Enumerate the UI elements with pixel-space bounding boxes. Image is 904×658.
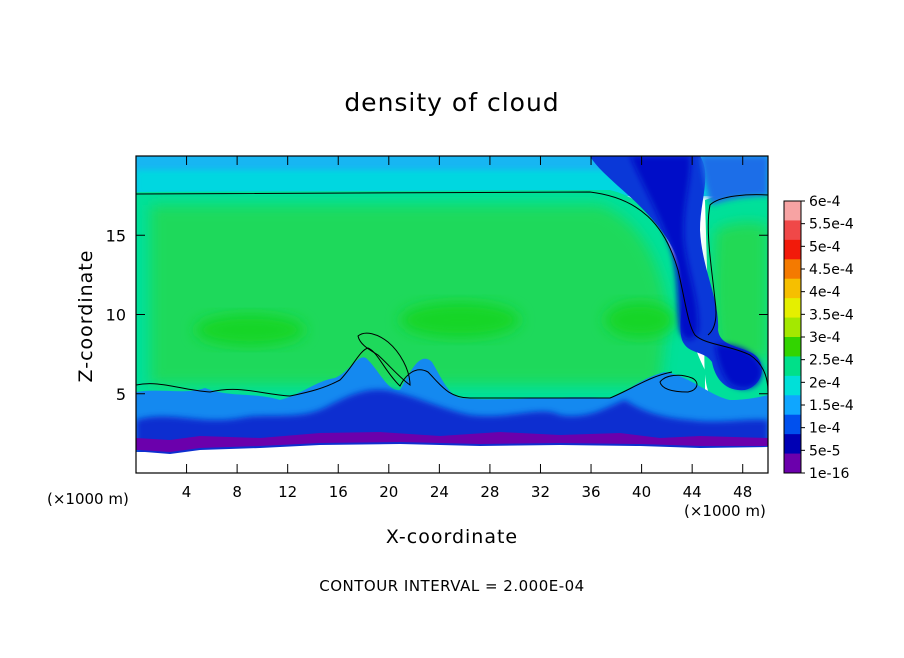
colorbar-segment [784,414,801,435]
x-tick-label: 12 [278,483,297,501]
colorbar-segment [784,220,801,241]
colorbar: 6e-4 5.5e-4 5e-4 4.5e-4 4e-4 3.5e-4 3e-4 2.5e-4… [783,194,854,482]
colorbar-label: 5e-4 [809,239,841,255]
contour-line-right [707,194,768,336]
contour-interval-note: CONTOUR INTERVAL = 2.000E-04 [319,577,585,595]
plume-core [630,156,699,340]
cloud-core-3 [605,302,675,338]
contour-line-top [136,191,768,393]
x-unit-label-left: (×1000 m) [47,490,129,508]
colorbar-label: 5e-5 [809,443,840,459]
cloud-free-ground [136,444,768,473]
contour-line-loop [659,374,698,393]
colorbar-segment [784,356,801,377]
x-unit-label-right: (×1000 m) [684,502,766,520]
colorbar-segment [784,375,801,396]
y-tick-label: 15 [106,226,126,245]
purple-base-layer [136,432,768,452]
right-cloud-core [713,222,768,360]
cloud-core-1 [195,314,305,346]
colorbar-label: 4e-4 [809,285,841,301]
colorbar-label: 2.5e-4 [809,353,854,369]
colorbar-segment [784,453,801,474]
colorbar-segment [784,317,801,338]
contour-line-tongue [357,332,411,386]
x-tick-label: 16 [329,483,348,501]
x-tick-label: 36 [581,483,600,501]
colorbar-label: 3e-4 [809,330,841,346]
colorbar-segment [784,259,801,280]
x-tick-label: 28 [480,483,499,501]
x-axis-label: X-coordinate [385,526,519,548]
colorbar-segment [784,337,801,357]
density-field [136,156,768,473]
x-tick-label: 4 [182,483,192,501]
x-tick-label: 40 [632,483,651,501]
x-tick-label: 24 [430,483,449,501]
x-tick-label: 32 [531,483,550,501]
chart-title: density of cloud [344,88,560,117]
colorbar-segment [784,278,801,299]
colorbar-segment [784,201,801,221]
colorbar-label: 6e-4 [809,194,841,210]
x-tick-label: 20 [379,483,398,501]
colorbar-label: 1.5e-4 [809,398,854,414]
x-axis: 4 8 12 16 20 24 28 32 36 40 44 48 [182,156,752,501]
colorbar-label: 1e-4 [809,421,841,437]
y-tick-label: 10 [106,306,126,325]
colorbar-label: 4.5e-4 [809,262,854,278]
cloud-body-inner [150,205,668,385]
colorbar-label: 1e-16 [809,466,849,482]
colorbar-segment [784,434,801,455]
y-tick-label: 5 [116,385,126,404]
x-tick-label: 44 [683,483,702,501]
contour-line-bottom [136,347,673,399]
y-axis-label: Z-coordinate [75,249,97,383]
colorbar-segment [784,298,801,319]
colorbar-label: 3.5e-4 [809,307,854,323]
x-tick-label: 8 [232,483,242,501]
plume-top-light [700,156,768,205]
colorbar-segment [784,395,801,416]
x-tick-label: 48 [733,483,752,501]
colorbar-segment [784,239,801,260]
cloud-core-2 [400,302,520,338]
contour-lines [136,191,768,399]
colorbar-label: 2e-4 [809,375,841,391]
colorbar-label: 5.5e-4 [809,217,854,233]
y-axis: 5 10 15 [106,226,768,404]
